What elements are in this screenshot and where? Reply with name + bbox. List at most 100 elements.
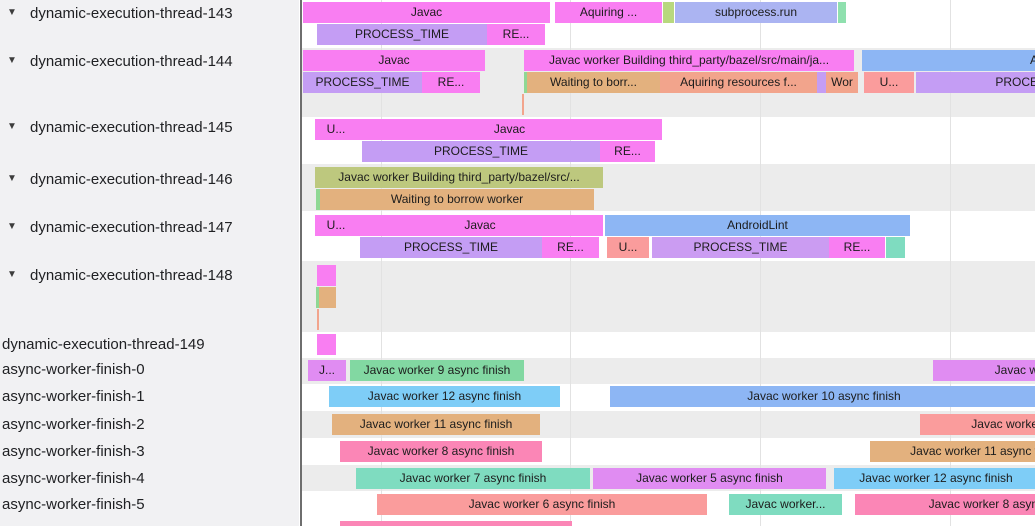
timeline-slice-u-[interactable]: U...: [315, 119, 357, 140]
sidebar-row-async-worker-finish-5[interactable]: async-worker-finish-5: [0, 496, 299, 514]
timeline-slice[interactable]: [886, 237, 905, 258]
timeline-slice-javac-worker-9-async-finish[interactable]: Javac worker 9 async finish: [350, 360, 524, 381]
collapse-triangle-icon[interactable]: ▼: [7, 7, 17, 18]
timeline-slice[interactable]: [317, 334, 336, 355]
timeline-slice-u-[interactable]: U...: [315, 215, 357, 236]
sidebar-row-async-worker-finish-0[interactable]: async-worker-finish-0: [0, 361, 299, 379]
timeline-slice[interactable]: [838, 2, 846, 23]
timeline-slice-javac-w[interactable]: Javac w: [933, 360, 1035, 381]
timeline-slice-javac-worker-[interactable]: Javac worker...: [729, 494, 842, 515]
timeline-slice-javac-worker-7-async-finish[interactable]: Javac worker 7 async finish: [356, 468, 590, 489]
collapse-triangle-icon[interactable]: ▼: [7, 221, 17, 232]
timeline-slice-javac-worker-5-async-finish[interactable]: Javac worker 5 async finish: [593, 468, 826, 489]
slice-label: A: [1030, 50, 1035, 71]
track-name-label: dynamic-execution-thread-143: [30, 5, 233, 22]
timeline-slice[interactable]: [340, 521, 572, 526]
track-name-label: async-worker-finish-2: [2, 416, 145, 433]
timeline-slice-u-[interactable]: U...: [607, 237, 649, 258]
timeline-slice-re-[interactable]: RE...: [542, 237, 599, 258]
timeline-slice-wor[interactable]: Wor: [826, 72, 858, 93]
timeline-slice-process-time[interactable]: PROCESS_TIME: [303, 72, 422, 93]
timeline-slice-javac-worker-12-async-finish[interactable]: Javac worker 12 async finish: [834, 468, 1035, 489]
timeline-slice-re-[interactable]: RE...: [600, 141, 655, 162]
slice-label: U...: [618, 240, 638, 254]
timeline-slice-process-time[interactable]: PROCESS_TIME: [652, 237, 829, 258]
track-name-label: dynamic-execution-thread-147: [30, 219, 233, 236]
collapse-triangle-icon[interactable]: ▼: [7, 173, 17, 184]
sidebar-row-async-worker-finish-4[interactable]: async-worker-finish-4: [0, 470, 299, 488]
slice-label: Javac worker 9 async finish: [363, 363, 511, 377]
timeline-slice-javac-worker-8-asyn[interactable]: Javac worker 8 asyn: [855, 494, 1035, 515]
timeline-slice-re-[interactable]: RE...: [422, 72, 480, 93]
timeline-slice[interactable]: [317, 309, 319, 330]
timeline-canvas[interactable]: Javac Aquiring ... subprocess.run PROCESS_T…: [300, 0, 1035, 526]
timeline-slice[interactable]: [817, 72, 826, 93]
sidebar-row-async-worker-finish-3[interactable]: async-worker-finish-3: [0, 443, 299, 461]
timeline-slice-javac-worker-11-async-finish[interactable]: Javac worker 11 async finish: [332, 414, 540, 435]
timeline-slice[interactable]: [316, 189, 320, 210]
sidebar-row-dynamic-execution-thread-148[interactable]: ▼ dynamic-execution-thread-148: [0, 267, 299, 285]
timeline-slice-androidlint[interactable]: AndroidLint: [605, 215, 910, 236]
timeline-slice-javac[interactable]: Javac: [303, 2, 550, 23]
timeline-slice-aquiring-[interactable]: Aquiring ...: [555, 2, 662, 23]
slice-label: RE...: [843, 240, 871, 254]
sidebar-row-dynamic-execution-thread-144[interactable]: ▼ dynamic-execution-thread-144: [0, 53, 299, 71]
slice-label: Javac worker...: [745, 497, 826, 511]
sidebar-row-async-worker-finish-2[interactable]: async-worker-finish-2: [0, 416, 299, 434]
sidebar-row-async-worker-finish-1[interactable]: async-worker-finish-1: [0, 388, 299, 406]
sidebar-row-dynamic-execution-thread-149[interactable]: dynamic-execution-thread-149: [0, 336, 299, 354]
sidebar-row-dynamic-execution-thread-146[interactable]: ▼ dynamic-execution-thread-146: [0, 171, 299, 189]
timeline-slice-javac-worker-building-third-party-bazel-src-[interactable]: Javac worker Building third_party/bazel/…: [315, 167, 603, 188]
timeline-slice-subprocess-run[interactable]: subprocess.run: [675, 2, 837, 23]
timeline-slice[interactable]: [522, 94, 524, 115]
timeline-slice-process-time[interactable]: PROCESS_TIME: [360, 237, 542, 258]
timeline-slice-re-[interactable]: RE...: [487, 24, 545, 45]
timeline-slice-javac-worker-11-async-f[interactable]: Javac worker 11 async f: [870, 441, 1035, 462]
timeline-slice-process-time[interactable]: PROCESS_TIME: [317, 24, 487, 45]
slice-label: Javac worker 11 async finish: [359, 417, 513, 431]
sidebar-row-dynamic-execution-thread-147[interactable]: ▼ dynamic-execution-thread-147: [0, 219, 299, 237]
slice-label: RE...: [437, 75, 465, 89]
slice-label: Javac w: [994, 363, 1035, 377]
time-gridline: [570, 0, 571, 526]
timeline-slice-waiting-to-borr-[interactable]: Waiting to borr...: [527, 72, 660, 93]
timeline-slice-javac-worker-building-third-party-bazel-src-main-ja-[interactable]: Javac worker Building third_party/bazel/…: [524, 50, 854, 71]
collapse-triangle-icon[interactable]: ▼: [7, 121, 17, 132]
timeline-slice-javac-worker-10-async-finish[interactable]: Javac worker 10 async finish: [610, 386, 1035, 407]
timeline-slice-aquiring-resources-f-[interactable]: Aquiring resources f...: [660, 72, 817, 93]
sidebar-row-dynamic-execution-thread-143[interactable]: ▼ dynamic-execution-thread-143: [0, 5, 299, 23]
timeline-slice-javac-worke[interactable]: Javac worke: [920, 414, 1035, 435]
collapse-triangle-icon[interactable]: ▼: [7, 269, 17, 280]
slice-label: PROCESS_TIME: [433, 144, 529, 158]
timeline-slice-javac-worker-8-async-finish[interactable]: Javac worker 8 async finish: [340, 441, 542, 462]
timeline-slice[interactable]: [663, 2, 674, 23]
slice-label: Javac worker Building third_party/bazel/…: [338, 170, 580, 184]
timeline-slice[interactable]: [524, 72, 527, 93]
timeline-slice-javac[interactable]: Javac: [303, 50, 485, 71]
timeline-slice-u-[interactable]: U...: [864, 72, 914, 93]
track-name-label: dynamic-execution-thread-144: [30, 53, 233, 70]
slice-label: Javac worker Building third_party/bazel/…: [548, 53, 830, 67]
timeline-slice[interactable]: [317, 265, 336, 286]
slice-label: Javac worker 8 asyn: [928, 497, 1035, 511]
timeline-slice-a[interactable]: A: [862, 50, 1035, 71]
slice-label: PROCE: [995, 75, 1035, 89]
slice-label: Javac worker 5 async finish: [636, 471, 783, 485]
timeline-slice-waiting-to-borrow-worker[interactable]: Waiting to borrow worker: [320, 189, 594, 210]
track-name-label: dynamic-execution-thread-148: [30, 267, 233, 284]
track-name-label: dynamic-execution-thread-146: [30, 171, 233, 188]
timeline-slice-j-[interactable]: J...: [308, 360, 346, 381]
timeline-slice-javac-worker-12-async-finish[interactable]: Javac worker 12 async finish: [329, 386, 560, 407]
timeline-slice[interactable]: [316, 287, 319, 308]
timeline-slice-javac[interactable]: Javac: [357, 215, 603, 236]
sidebar-row-dynamic-execution-thread-145[interactable]: ▼ dynamic-execution-thread-145: [0, 119, 299, 137]
timeline-slice-proce[interactable]: PROCE: [916, 72, 1035, 93]
timeline-slice-javac-worker-6-async-finish[interactable]: Javac worker 6 async finish: [377, 494, 707, 515]
collapse-triangle-icon[interactable]: ▼: [7, 55, 17, 66]
timeline-slice-re-[interactable]: RE...: [829, 237, 885, 258]
timeline-slice[interactable]: [319, 287, 336, 308]
slice-label: Aquiring resources f...: [680, 75, 797, 89]
timeline-slice-javac[interactable]: Javac: [357, 119, 662, 140]
timeline-slice-process-time[interactable]: PROCESS_TIME: [362, 141, 600, 162]
